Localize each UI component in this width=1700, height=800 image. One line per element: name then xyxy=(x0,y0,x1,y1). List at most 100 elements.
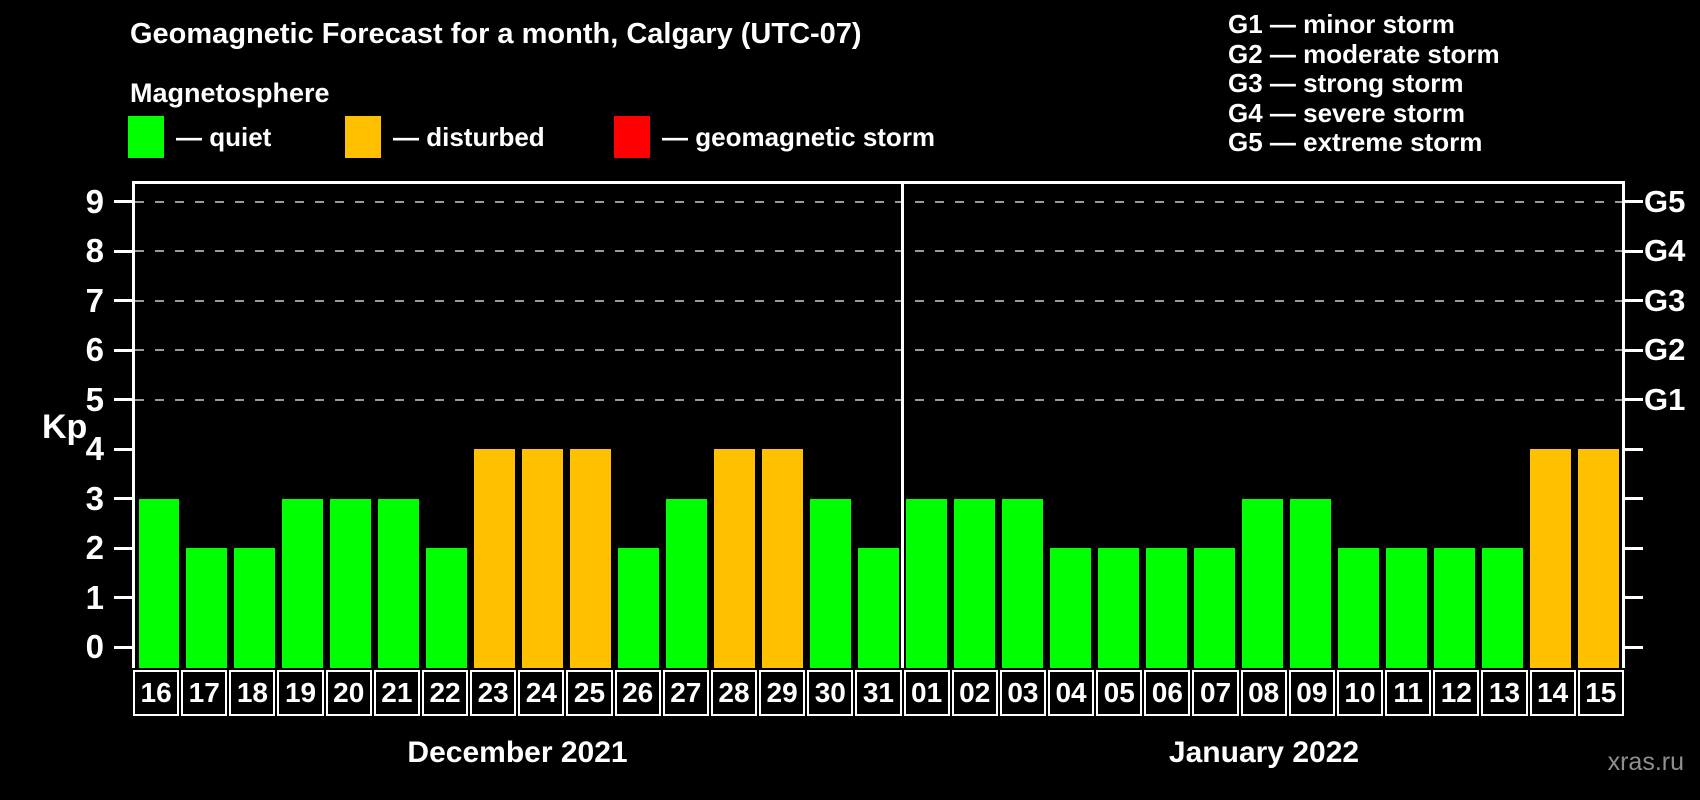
kp-bar-day-23 xyxy=(474,449,516,668)
y-tick-left xyxy=(114,645,132,649)
bar-column xyxy=(423,184,471,668)
kp-bar-day-03 xyxy=(1001,498,1043,668)
day-cell-02: 02 xyxy=(951,670,998,716)
day-cell-09: 09 xyxy=(1288,670,1335,716)
kp-bar-day-06 xyxy=(1145,548,1187,668)
day-cell-17: 17 xyxy=(181,670,228,716)
y-tick-left xyxy=(114,546,132,550)
legend-label-quiet: — quiet xyxy=(176,121,272,152)
legend-label-storm: — geomagnetic storm xyxy=(662,121,936,152)
day-cell-01: 01 xyxy=(903,670,950,716)
kp-bar-day-14 xyxy=(1529,449,1571,668)
kp-bar-day-28 xyxy=(714,449,756,668)
kp-bar-day-19 xyxy=(282,498,324,668)
bar-column xyxy=(1526,184,1574,668)
kp-bar-day-09 xyxy=(1289,498,1331,668)
kp-bar-day-26 xyxy=(618,548,660,668)
day-cell-07: 07 xyxy=(1192,670,1239,716)
gridline-g5 xyxy=(135,200,1622,203)
y-tick-right xyxy=(1625,398,1643,401)
kp-bar-day-20 xyxy=(330,498,372,668)
y-tick-label: 9 xyxy=(85,182,104,220)
y-tick-right xyxy=(1625,200,1643,203)
month-label-december: December 2021 xyxy=(407,736,628,769)
bar-column xyxy=(1190,184,1238,668)
kp-bar-day-31 xyxy=(858,548,899,668)
kp-bar-day-24 xyxy=(522,449,564,668)
gridline-g4 xyxy=(135,250,1622,252)
month-label-january: January 2022 xyxy=(1168,736,1360,769)
y-tick-label: 8 xyxy=(85,232,104,269)
chart-title: Geomagnetic Forecast for a month, Calgar… xyxy=(130,18,862,50)
y-tick-right xyxy=(1625,596,1643,599)
day-cell-28: 28 xyxy=(710,670,758,716)
bars-layer xyxy=(135,184,1622,668)
day-cell-13: 13 xyxy=(1481,670,1528,716)
kp-bar-day-30 xyxy=(810,498,852,668)
y-tick-right xyxy=(1625,447,1643,451)
g1-legend-line: G1 — minor storm xyxy=(1228,9,1455,39)
y-tick-right xyxy=(1625,299,1643,302)
g-scale-label-g4: G4 xyxy=(1644,233,1686,268)
bar-column xyxy=(1238,184,1286,668)
y-tick-left xyxy=(114,596,132,599)
bar-column xyxy=(567,184,615,668)
gridline-g2 xyxy=(135,349,1622,351)
legend-item-quiet: — quiet xyxy=(128,115,271,159)
g-scale-label-g1: G1 xyxy=(1644,381,1686,417)
day-cell-24: 24 xyxy=(518,670,565,716)
bar-column xyxy=(375,184,423,668)
y-tick-right xyxy=(1625,249,1643,253)
bar-column xyxy=(231,184,279,668)
bar-column xyxy=(1286,184,1334,668)
y-tick-right xyxy=(1625,348,1643,352)
day-cell-26: 26 xyxy=(614,670,661,716)
month-divider-line xyxy=(900,184,904,668)
y-tick-label: 5 xyxy=(85,380,104,418)
day-cell-30: 30 xyxy=(807,670,854,716)
kp-bar-day-25 xyxy=(570,449,612,668)
y-tick-label: 1 xyxy=(85,578,104,616)
bar-column xyxy=(327,184,375,668)
bar-column xyxy=(855,184,903,668)
y-tick-label: 6 xyxy=(85,331,104,368)
bar-column xyxy=(807,184,855,668)
y-axis-title: Kp xyxy=(42,408,88,446)
y-tick-right xyxy=(1625,497,1643,500)
bar-column xyxy=(1382,184,1430,668)
kp-bar-day-21 xyxy=(378,498,420,668)
bar-column xyxy=(471,184,519,668)
y-tick-label: 0 xyxy=(85,628,104,665)
day-cell-04: 04 xyxy=(1047,670,1095,716)
day-cell-23: 23 xyxy=(470,670,517,716)
day-cell-05: 05 xyxy=(1096,670,1143,716)
kp-bar-day-04 xyxy=(1049,548,1091,668)
g-scale-label-g5: G5 xyxy=(1644,183,1686,219)
day-cell-11: 11 xyxy=(1385,670,1432,716)
y-tick-left xyxy=(114,447,132,451)
kp-bar-day-22 xyxy=(426,548,468,668)
kp-bar-day-29 xyxy=(762,449,804,668)
g-scale-label-g3: G3 xyxy=(1644,282,1686,318)
storm-color-swatch xyxy=(614,116,650,158)
y-tick-left xyxy=(114,200,132,203)
kp-bar-day-01 xyxy=(906,498,947,668)
bar-column xyxy=(1046,184,1094,668)
y-tick-label: 7 xyxy=(85,281,104,319)
disturbed-color-swatch xyxy=(345,116,381,158)
day-cell-10: 10 xyxy=(1336,670,1384,716)
day-cell-25: 25 xyxy=(566,670,613,716)
kp-bar-day-15 xyxy=(1577,449,1619,668)
y-tick-label: 3 xyxy=(85,479,104,517)
day-cell-08: 08 xyxy=(1240,670,1287,716)
g5-legend-line: G5 — extreme storm xyxy=(1228,127,1483,158)
g-scale-label-g2: G2 xyxy=(1644,332,1686,367)
legend-label-disturbed: — disturbed xyxy=(393,121,545,152)
y-tick-left xyxy=(114,398,132,401)
kp-bar-day-27 xyxy=(666,498,708,668)
kp-bar-day-08 xyxy=(1241,498,1283,668)
bar-column xyxy=(759,184,807,668)
legend-item-disturbed: — disturbed xyxy=(345,115,545,159)
bar-column xyxy=(1094,184,1142,668)
